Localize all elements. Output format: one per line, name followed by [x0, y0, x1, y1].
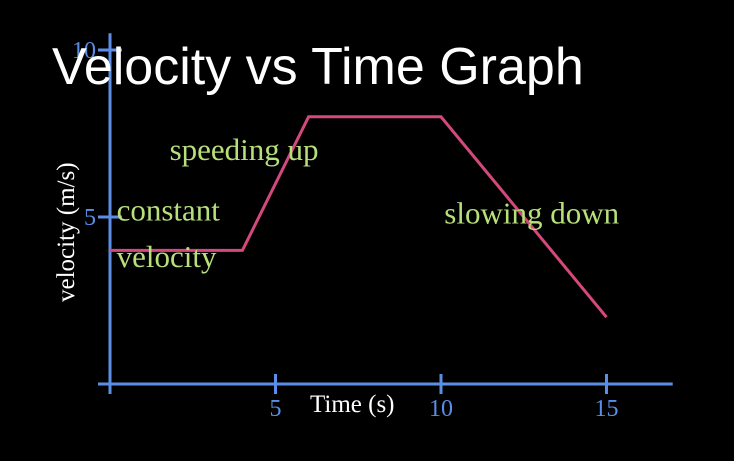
annotation-label: constant [117, 192, 221, 227]
y-axis-label: velocity (m/s) [53, 162, 80, 302]
annotation-label: speeding up [170, 132, 319, 167]
annotation-label: slowing down [444, 196, 619, 231]
y-tick-label: 5 [84, 205, 96, 231]
annotations: constant velocity speeding up slowing down [117, 132, 620, 274]
x-tick-label: 5 [270, 396, 282, 422]
axis-ticks: 5 10 15 5 10 [72, 38, 619, 422]
velocity-series-line [110, 115, 608, 319]
x-tick-label: 15 [595, 396, 619, 422]
x-axis-label: Time (s) [310, 391, 395, 418]
annotation-label: velocity [117, 239, 217, 274]
y-tick-label: 10 [72, 38, 96, 64]
chart-title: Velocity vs Time Graph [52, 38, 584, 96]
x-tick-label: 10 [429, 396, 453, 422]
